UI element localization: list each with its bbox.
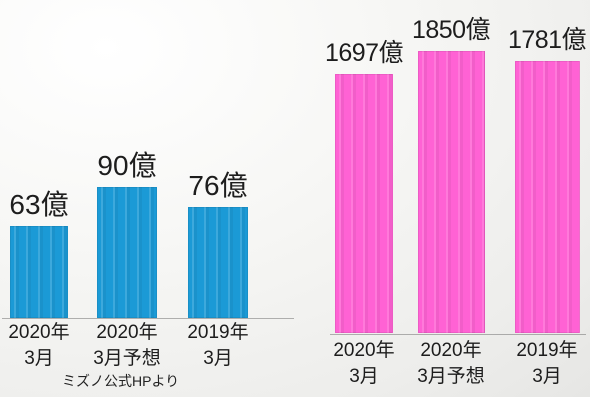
bar-2020-march bbox=[335, 74, 393, 333]
bar-value-label: 1850億 bbox=[411, 15, 491, 44]
category-label: 2019年 3月 bbox=[187, 322, 249, 369]
category-label: 2020年 3月予想 bbox=[417, 340, 485, 387]
bar-2020-march-forecast bbox=[97, 186, 157, 318]
bar-value-label: 76億 bbox=[188, 170, 248, 202]
baseline bbox=[330, 334, 586, 335]
bar-2020-march-forecast bbox=[418, 50, 485, 333]
category-label: 2020年 3月 bbox=[333, 340, 395, 387]
category-label: 2020年 3月 bbox=[8, 322, 70, 369]
category-label: 2020年 3月予想 bbox=[93, 322, 161, 369]
bar-value-label: 90億 bbox=[97, 149, 157, 181]
pink-bar-chart: 1697億 1850億 1781億 2020年 3月 2020年 3月予想 20… bbox=[300, 0, 590, 397]
bar-value-label: 63億 bbox=[9, 189, 69, 221]
source-note: ミズノ公式HPより bbox=[62, 373, 180, 389]
bar-2019-march bbox=[515, 61, 580, 333]
blue-bar-chart: 63億 90億 76億 2020年 3月 2020年 3月予想 2019年 3月 bbox=[2, 149, 294, 369]
bar-2020-march bbox=[10, 226, 68, 318]
bar-value-label: 1781億 bbox=[507, 26, 587, 55]
baseline bbox=[2, 318, 294, 319]
bar-2019-march bbox=[188, 207, 248, 318]
bar-value-label: 1697億 bbox=[324, 39, 404, 68]
category-label: 2019年 3月 bbox=[516, 340, 578, 387]
